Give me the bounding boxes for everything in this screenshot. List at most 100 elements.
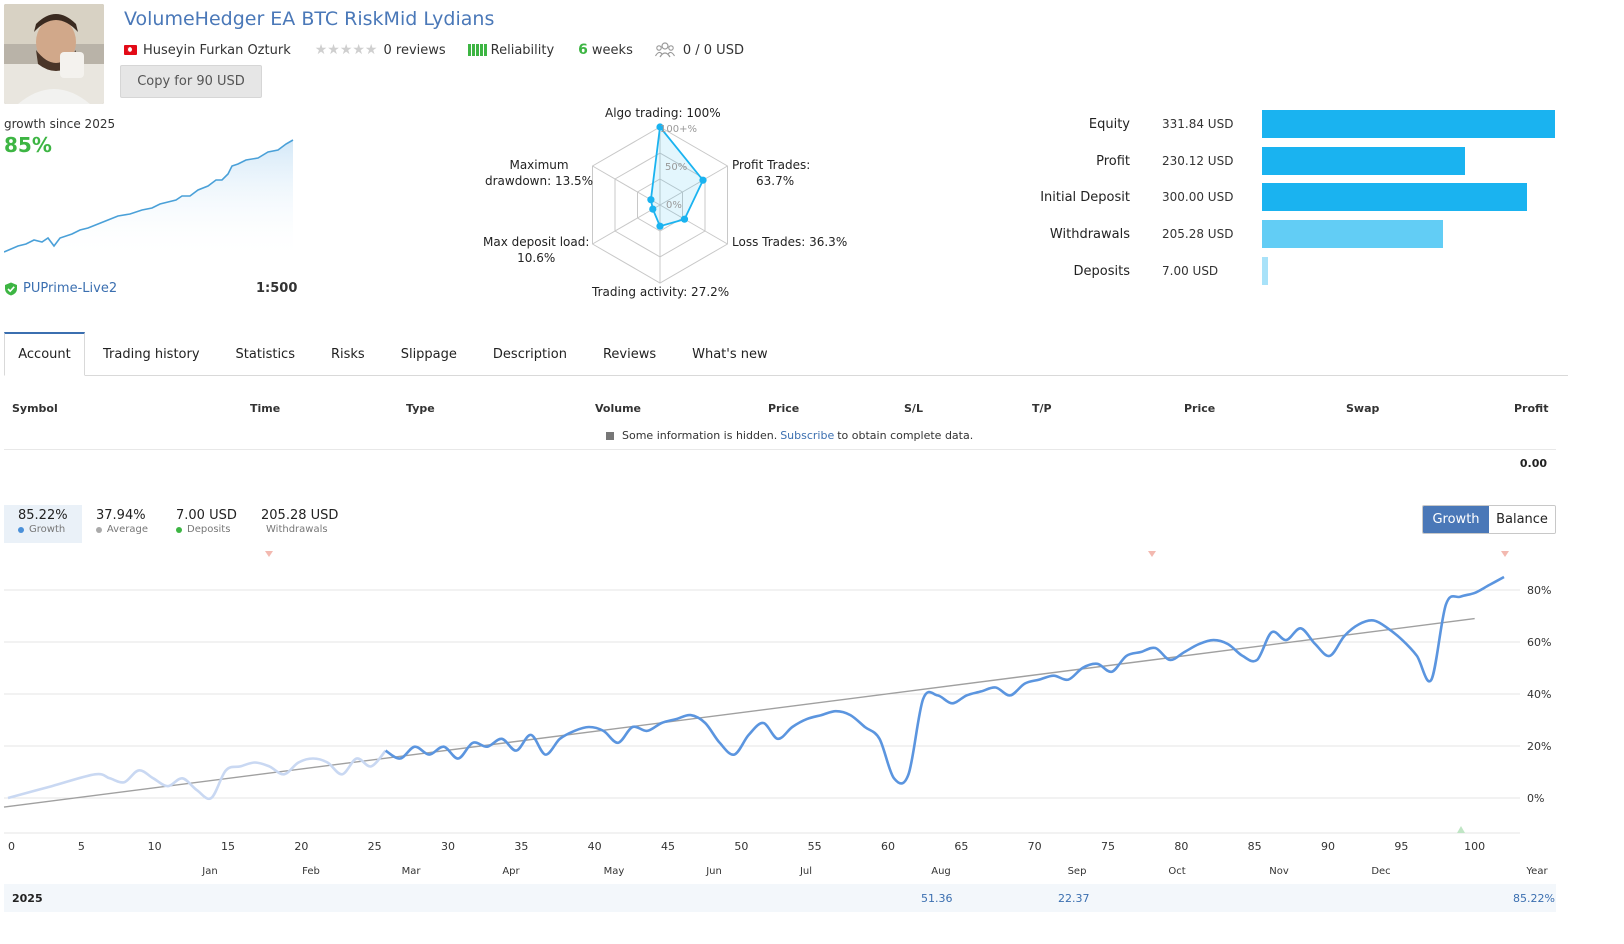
- summary-card-value: 37.94%: [96, 508, 146, 523]
- balance-toggle-button[interactable]: Balance: [1489, 506, 1555, 533]
- column-header-price[interactable]: Price: [1184, 402, 1216, 415]
- copy-signal-button[interactable]: Copy for 90 USD: [120, 65, 262, 98]
- stat-label: Profit: [1096, 154, 1130, 169]
- x-tick-label: 0: [8, 840, 15, 853]
- stat-row-profit: Profit 230.12 USD: [1000, 147, 1560, 177]
- legend-dot-icon: [176, 526, 182, 533]
- column-header-volume[interactable]: Volume: [595, 402, 641, 415]
- signal-tabs: Account Trading history Statistics Risks Sli…: [4, 332, 1568, 376]
- withdrawal-marker-icon: [1148, 551, 1156, 557]
- x-tick-label: 35: [514, 840, 528, 853]
- x-tick-label: 60: [881, 840, 895, 853]
- broker-server[interactable]: PUPrime-Live2: [4, 281, 117, 296]
- author-avatar[interactable]: [4, 4, 104, 104]
- signal-title[interactable]: VolumeHedger EA BTC RiskMid Lydians: [124, 8, 495, 30]
- x-tick-label: 15: [221, 840, 235, 853]
- tab-description[interactable]: Description: [492, 346, 567, 362]
- tab-reviews[interactable]: Reviews: [602, 346, 657, 362]
- tab-trading-history[interactable]: Trading history: [103, 346, 200, 362]
- stat-bar: [1262, 110, 1555, 138]
- radar-label-max-deposit-load: Max deposit load: 10.6%: [483, 235, 590, 265]
- column-header-tp[interactable]: T/P: [1032, 402, 1052, 415]
- weeks-value: 6: [578, 42, 588, 58]
- stat-value: 300.00 USD: [1162, 190, 1234, 204]
- radar-point: [649, 205, 657, 213]
- stat-value: 205.28 USD: [1162, 227, 1234, 241]
- column-header-sl[interactable]: S/L: [904, 402, 923, 415]
- legend-dot-icon: [18, 526, 24, 533]
- month-aug-value: 51.36: [921, 892, 953, 905]
- column-header-type[interactable]: Type: [406, 402, 435, 415]
- tab-account[interactable]: Account: [4, 332, 85, 376]
- y-tick-label: 20%: [1527, 740, 1551, 753]
- withdrawal-marker-icon: [1501, 551, 1509, 557]
- radar-label-loss-trades: Loss Trades: 36.3%: [732, 235, 848, 249]
- month-label: Jul: [799, 866, 812, 877]
- column-header-price[interactable]: Price: [768, 402, 800, 415]
- reviews-count[interactable]: 0 reviews: [383, 42, 446, 58]
- radar-points: [647, 123, 707, 230]
- growth-toggle-button[interactable]: Growth: [1423, 506, 1489, 533]
- summary-card-label: Deposits: [176, 524, 233, 535]
- radar-spoke: [592, 204, 661, 245]
- leverage-value: 1:500: [256, 281, 298, 296]
- summary-card-average[interactable]: 37.94% Average: [82, 505, 162, 543]
- stat-value: 331.84 USD: [1162, 117, 1234, 131]
- column-header-swap[interactable]: Swap: [1346, 402, 1380, 415]
- stat-bar: [1262, 220, 1443, 248]
- stat-value: 7.00 USD: [1162, 264, 1219, 278]
- summary-card-deposits[interactable]: 7.00 USD Deposits: [162, 505, 247, 543]
- month-label: Aug: [931, 866, 951, 877]
- tab-risks[interactable]: Risks: [330, 346, 365, 362]
- column-header-symbol[interactable]: Symbol: [12, 402, 58, 415]
- subscribe-link[interactable]: Subscribe: [780, 429, 835, 442]
- column-header-profit[interactable]: Profit: [1514, 402, 1549, 415]
- year-label: 2025: [12, 892, 43, 905]
- tab-slippage[interactable]: Slippage: [400, 346, 457, 362]
- x-tick-label: 65: [954, 840, 968, 853]
- summary-card-value: 85.22%: [18, 508, 68, 523]
- radar-scale-100: 100+%: [660, 124, 697, 135]
- column-header-time[interactable]: Time: [250, 402, 281, 415]
- tab-what-s-new[interactable]: What's new: [692, 346, 768, 362]
- x-tick-label: 45: [661, 840, 675, 853]
- stat-bar: [1262, 183, 1527, 211]
- radar-chart: 100+% 50% 0% Algo trading: 100% Profit T…: [470, 100, 860, 305]
- stat-row-equity: Equity 331.84 USD: [1000, 110, 1560, 140]
- reliability-bars-icon: [467, 44, 487, 56]
- chart-mode-toggle: Growth Balance: [1422, 505, 1556, 534]
- author-name[interactable]: Huseyin Furkan Ozturk: [143, 42, 291, 58]
- x-tick-label: 75: [1101, 840, 1115, 853]
- growth-since-label: growth since 2025: [4, 117, 116, 131]
- summary-card-label: Growth: [18, 524, 68, 535]
- subscribers-icon: [654, 42, 675, 58]
- summary-card-withdrawals[interactable]: 205.28 USD Withdrawals: [247, 505, 338, 543]
- month-label: May: [604, 866, 625, 877]
- summary-card-label-text: Growth: [29, 524, 66, 535]
- radar-point: [699, 176, 707, 184]
- summary-card-growth[interactable]: 85.22% Growth: [4, 505, 82, 543]
- stat-label: Initial Deposit: [1040, 190, 1130, 205]
- x-tick-label: 55: [808, 840, 822, 853]
- tab-statistics[interactable]: Statistics: [235, 346, 295, 362]
- radar-label-max-drawdown: Maximum drawdown: 13.5%: [485, 158, 594, 188]
- subscribers-value: 0 / 0 USD: [682, 42, 744, 58]
- signal-meta-row: Huseyin Furkan Ozturk ★★★★★ 0 reviews Re…: [124, 41, 744, 59]
- growth-value: 85%: [4, 133, 52, 157]
- radar-spoke: [659, 165, 728, 206]
- month-label: Oct: [1168, 866, 1185, 877]
- info-square-icon: [606, 431, 614, 440]
- y-tick-label: 80%: [1527, 584, 1551, 597]
- y-tick-label: 60%: [1527, 636, 1551, 649]
- hidden-info-text-2: to obtain complete data.: [837, 429, 974, 442]
- x-tick-label: 100: [1464, 840, 1485, 853]
- month-sep-value: 22.37: [1058, 892, 1090, 905]
- y-tick-label: 0%: [1527, 792, 1544, 805]
- year-summary-row: 2025 51.36 22.37 85.22%: [4, 884, 1556, 912]
- radar-values-polygon: [649, 124, 705, 228]
- month-label: Sep: [1068, 866, 1087, 877]
- profit-total: 0.00: [1519, 457, 1547, 470]
- month-label: Jan: [201, 866, 217, 877]
- hidden-info-notice: Some information is hidden. Subscribe to…: [606, 429, 973, 442]
- mini-growth-chart: [4, 139, 294, 260]
